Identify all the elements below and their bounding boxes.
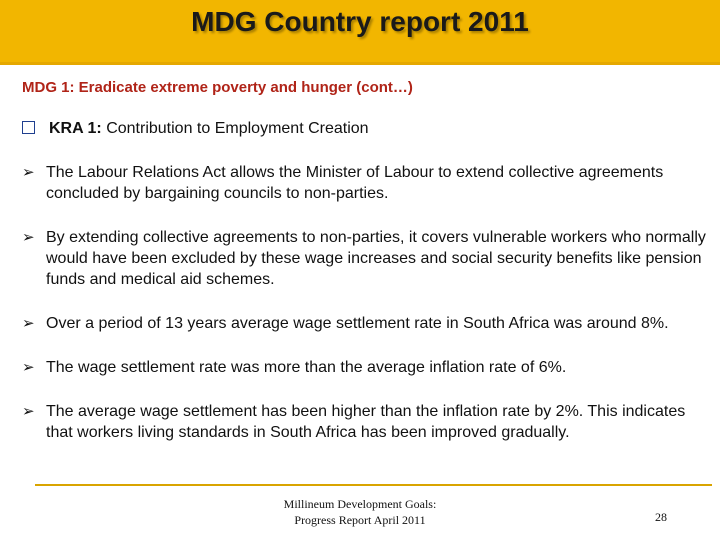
bullet: The wage settlement rate was more than t… [22,357,714,378]
footer-text: Millineum Development Goals: Progress Rep… [230,496,490,528]
kra-label: KRA 1: [49,120,102,137]
footer-line: Millineum Development Goals: [283,497,437,511]
footer-line: Progress Report April 2011 [294,513,426,527]
bullet: Over a period of 13 years average wage s… [22,313,714,334]
subtitle: MDG 1: Eradicate extreme poverty and hun… [22,79,413,96]
bullet: By extending collective agreements to no… [22,227,714,290]
page-number: 28 [655,510,667,524]
slide-title: MDG Country report 2011 [191,6,529,37]
checkbox-bullet [22,121,35,134]
footer-rule [35,484,712,486]
kra-text: Contribution to Employment Creation [106,120,369,137]
bullet: The Labour Relations Act allows the Mini… [22,162,714,204]
header-band [0,0,720,65]
bullet: The average wage settlement has been hig… [22,401,714,443]
bullet-list: The Labour Relations Act allows the Mini… [22,162,714,466]
kra-heading: KRA 1: Contribution to Employment Creati… [22,120,369,138]
